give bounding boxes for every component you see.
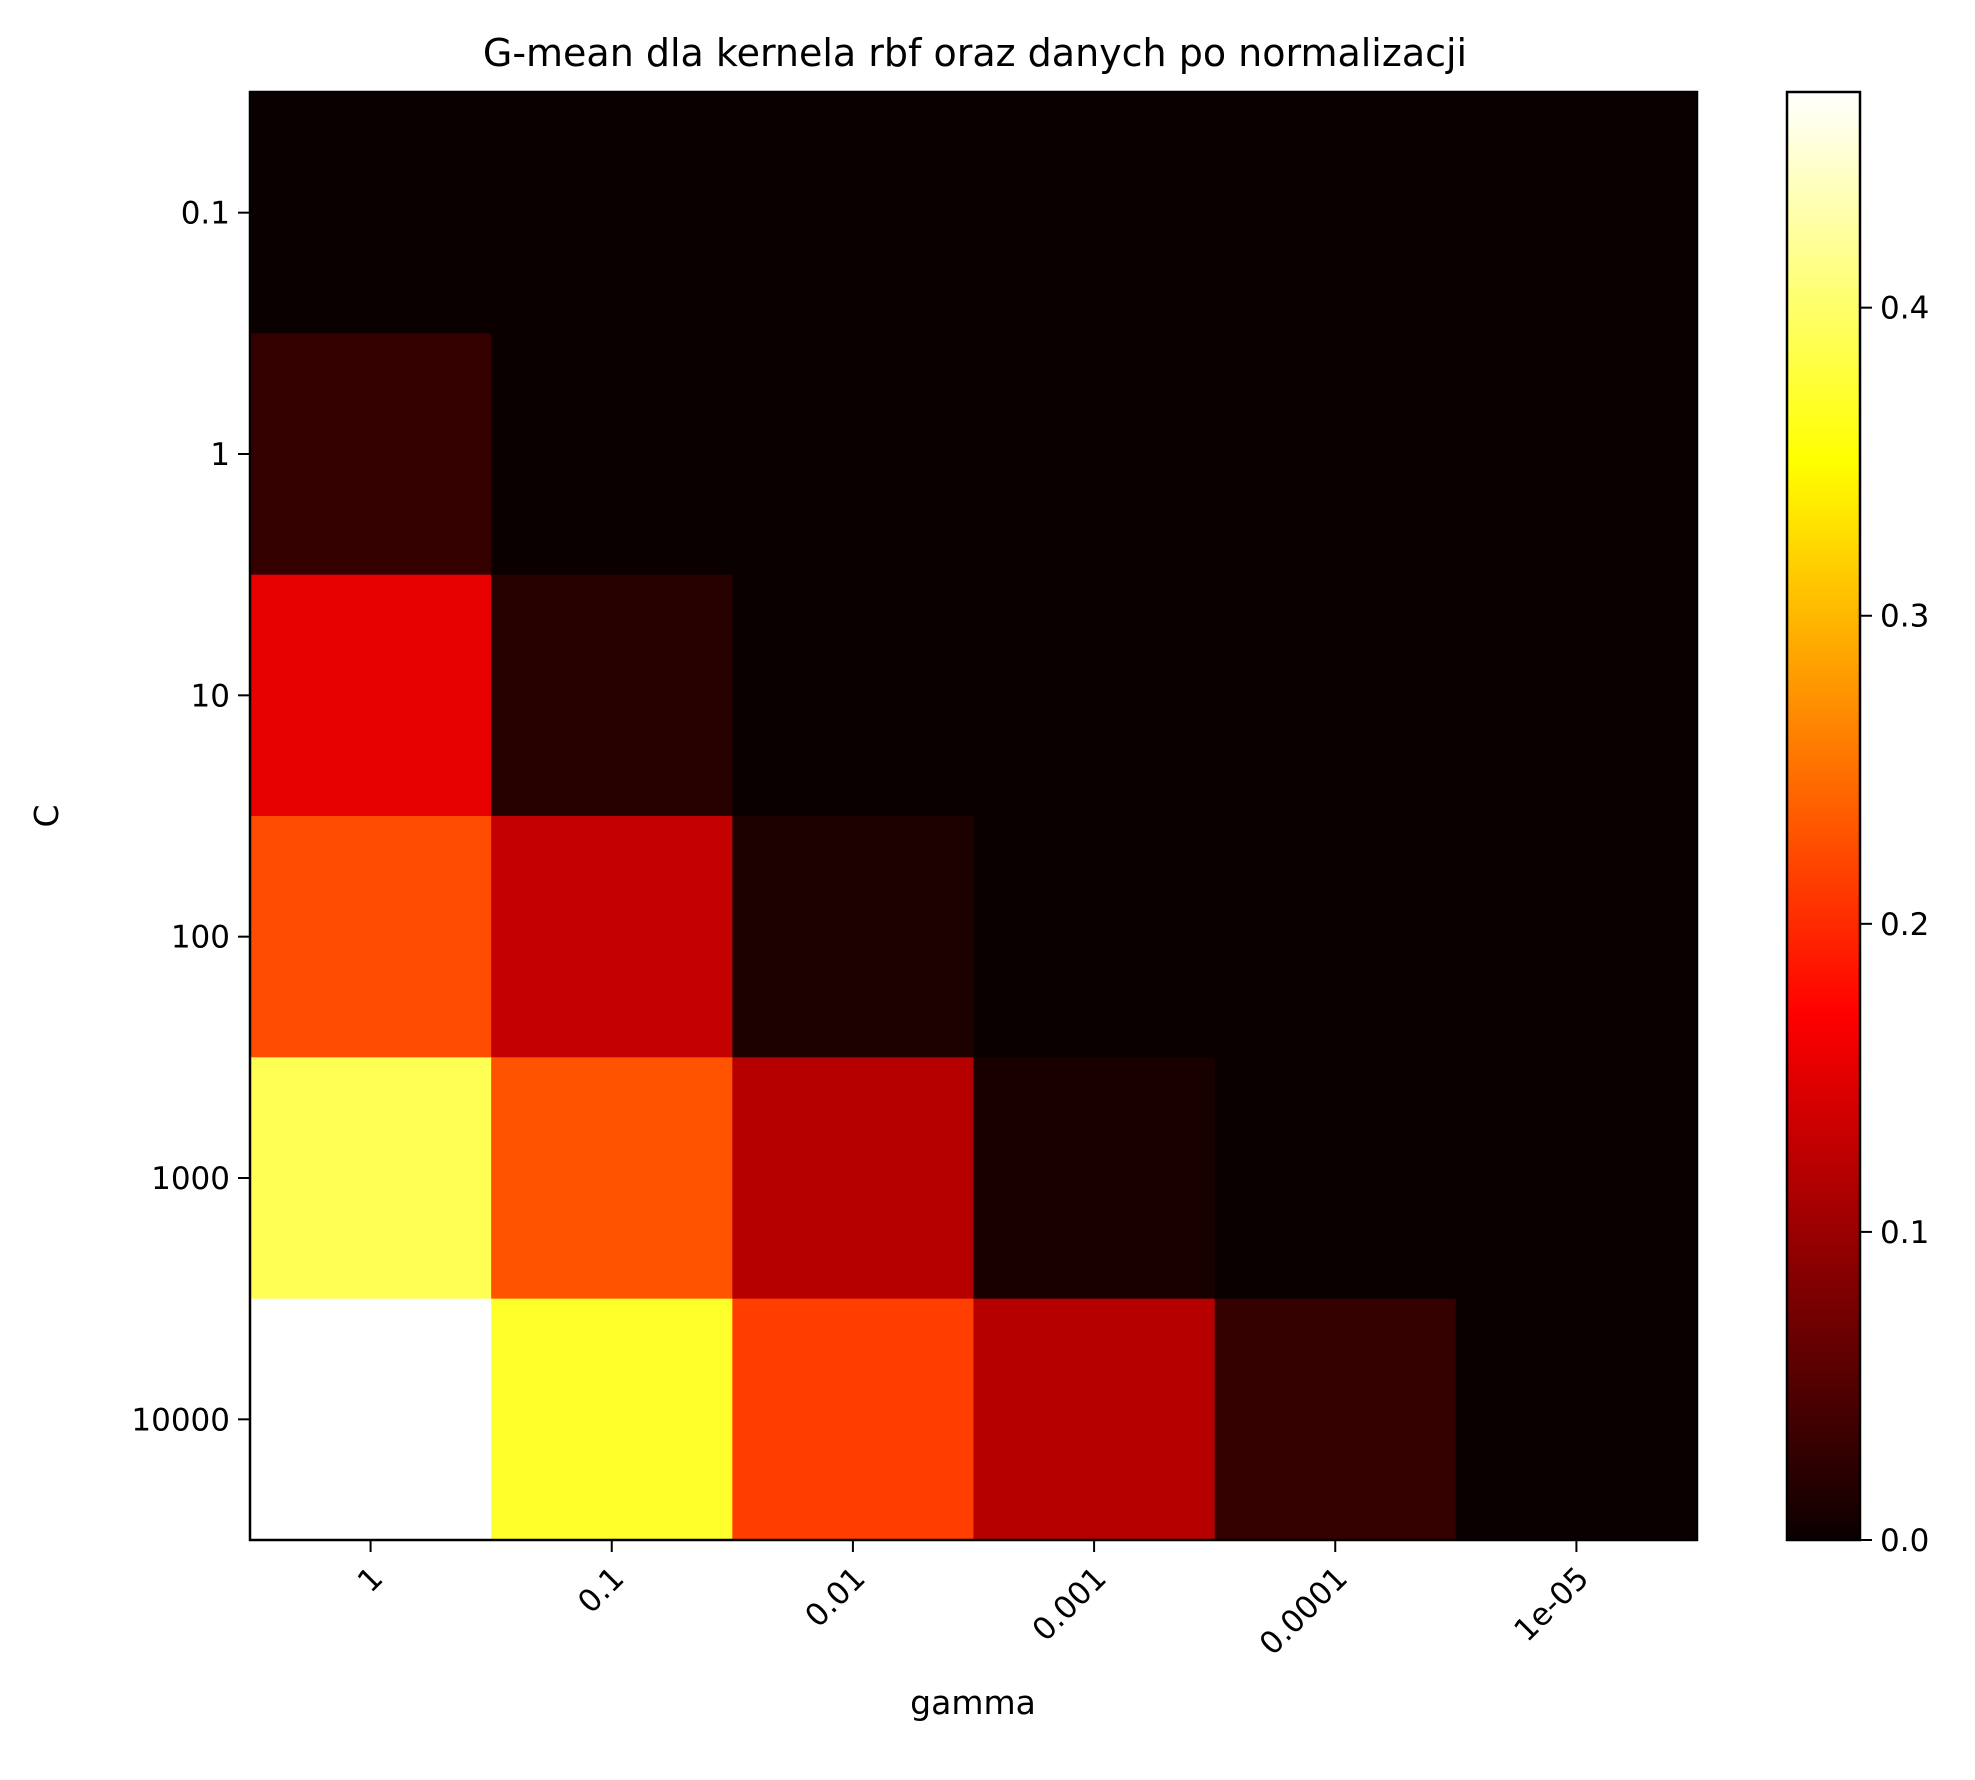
- heatmap-cell: [250, 574, 492, 817]
- heatmap-cell: [491, 92, 733, 334]
- x-tick-label: 0.001: [1026, 1560, 1114, 1648]
- heatmap-cell: [491, 333, 733, 576]
- heatmap-cell: [1455, 1298, 1698, 1541]
- heatmap-cell: [250, 816, 492, 1058]
- colorbar-tick-label: 0.2: [1880, 907, 1929, 943]
- y-tick-label: 10000: [131, 1402, 230, 1438]
- colorbar-tick-label: 0.3: [1880, 599, 1929, 635]
- heatmap-cell: [250, 92, 492, 334]
- x-tick-label: 1: [351, 1560, 390, 1599]
- x-axis-label: gamma: [910, 1683, 1036, 1722]
- heatmap-cell: [491, 1057, 733, 1300]
- y-axis-ticks: 0.1 1 10 100 1000 10000: [131, 196, 250, 1438]
- heatmap-cell: [1214, 333, 1457, 576]
- heatmap-cell: [732, 92, 975, 334]
- heatmap-cell: [973, 574, 1216, 817]
- colorbar-tick-label: 0.0: [1880, 1523, 1929, 1559]
- heatmap-cell: [1214, 1298, 1457, 1541]
- y-axis-label: C: [27, 804, 66, 827]
- heatmap-cell: [491, 816, 733, 1058]
- heatmap-cell: [1455, 333, 1698, 576]
- y-tick-label: 1000: [151, 1161, 230, 1197]
- y-tick-label: 1: [210, 437, 230, 473]
- heatmap-cell: [250, 1298, 492, 1541]
- heatmap-cell: [973, 816, 1216, 1058]
- heatmap-cell: [973, 1057, 1216, 1300]
- heatmap-cell: [732, 816, 975, 1058]
- heatmap-cell: [1214, 92, 1457, 334]
- heatmap-cell: [732, 574, 975, 817]
- x-tick-label: 0.1: [571, 1560, 631, 1620]
- heatmap-cell: [732, 1298, 975, 1541]
- heatmap-cell: [973, 1298, 1216, 1541]
- heatmap-cell: [973, 92, 1216, 334]
- x-tick-label: 0.01: [798, 1560, 872, 1634]
- heatmap-cell: [1214, 1057, 1457, 1300]
- heatmap-cell: [1455, 1057, 1698, 1300]
- heatmap-cell: [1214, 816, 1457, 1058]
- heatmap-cell: [491, 1298, 733, 1541]
- colorbar-tick-label: 0.4: [1880, 291, 1929, 327]
- y-tick-label: 0.1: [181, 196, 230, 232]
- colorbar-tick-label: 0.1: [1880, 1215, 1929, 1251]
- y-tick-label: 10: [191, 678, 230, 714]
- y-tick-label: 100: [171, 920, 230, 956]
- colorbar-ticks: 0.0 0.1 0.2 0.3 0.4: [1860, 291, 1929, 1559]
- heatmap-cell: [973, 333, 1216, 576]
- plot-frame: [248, 90, 1699, 1542]
- x-tick-label: 1e-05: [1507, 1560, 1596, 1649]
- heatmap-cell: [732, 333, 975, 576]
- colorbar: [1785, 90, 1862, 1542]
- heatmap-cell: [491, 574, 733, 817]
- heatmap-cell: [732, 1057, 975, 1300]
- x-axis-ticks: 1 0.1 0.01 0.001 0.0001 1e-05: [351, 1540, 1596, 1662]
- heatmap-cell: [1455, 92, 1698, 334]
- heatmap-cell: [1455, 574, 1698, 817]
- heatmap-cell: [250, 1057, 492, 1300]
- heatmap-cell: [1214, 574, 1457, 817]
- heatmap-cells: [250, 92, 1698, 1541]
- heatmap-cell: [250, 333, 492, 576]
- heatmap-cell: [1455, 816, 1698, 1058]
- chart-title: G-mean dla kernela rbf oraz danych po no…: [483, 31, 1467, 75]
- x-tick-label: 0.0001: [1253, 1560, 1355, 1662]
